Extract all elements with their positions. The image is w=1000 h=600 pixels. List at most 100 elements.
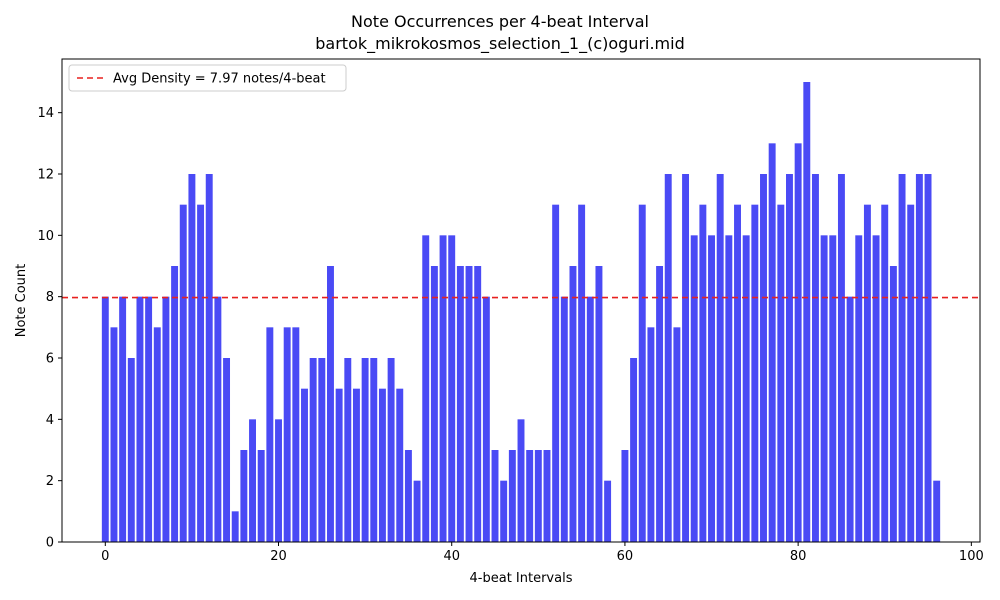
bar — [474, 266, 482, 542]
bar — [101, 296, 109, 542]
bar — [318, 358, 326, 542]
bar — [716, 174, 724, 542]
bar — [664, 174, 672, 542]
y-axis-ticks: 0 2 4 6 8 10 12 14 — [37, 106, 62, 551]
bar — [378, 388, 386, 542]
bar — [889, 266, 897, 542]
x-tick-label: 20 — [270, 549, 287, 564]
bar — [162, 296, 170, 542]
bar — [283, 327, 291, 542]
y-tick-label: 12 — [37, 168, 54, 183]
bar — [699, 204, 707, 543]
bar — [630, 358, 638, 542]
bar — [482, 296, 490, 542]
bar — [760, 174, 767, 542]
bar — [231, 511, 239, 542]
x-axis-ticks: 0 20 40 60 80 100 — [101, 542, 984, 564]
bar — [708, 235, 715, 542]
bar — [153, 327, 161, 542]
bar — [387, 358, 395, 542]
bar — [924, 174, 932, 542]
y-tick-label: 0 — [46, 536, 54, 551]
y-tick-label: 6 — [46, 352, 54, 367]
bar — [907, 204, 915, 543]
bar — [569, 266, 577, 542]
bar — [526, 450, 534, 542]
x-axis-label: 4-beat Intervals — [470, 571, 573, 586]
bar — [803, 82, 811, 542]
bar — [352, 388, 360, 542]
bar — [327, 266, 334, 542]
bar — [491, 450, 499, 542]
bar — [690, 235, 698, 542]
bar — [179, 204, 187, 543]
bar — [249, 419, 256, 542]
y-tick-label: 10 — [37, 229, 54, 244]
bar — [344, 358, 352, 542]
bar — [768, 143, 776, 542]
bar — [361, 358, 369, 542]
y-tick-label: 4 — [46, 413, 54, 428]
bar — [136, 296, 144, 542]
bar — [578, 204, 586, 543]
bar — [145, 296, 153, 542]
y-axis-label: Note Count — [14, 264, 29, 338]
legend: Avg Density = 7.97 notes/4-beat — [68, 64, 347, 92]
bar — [240, 450, 248, 542]
bar — [811, 174, 819, 542]
bar — [534, 450, 542, 542]
bar — [257, 450, 265, 542]
bar — [275, 419, 282, 542]
bar — [777, 204, 785, 543]
bar — [422, 235, 430, 542]
bar — [915, 174, 923, 542]
bar — [863, 204, 871, 543]
bar — [595, 266, 603, 542]
bar — [786, 174, 793, 542]
bar — [188, 174, 196, 542]
y-tick-label: 14 — [37, 106, 54, 121]
bar — [820, 235, 828, 542]
bar — [430, 266, 438, 542]
bar — [647, 327, 655, 542]
x-tick-label: 40 — [443, 549, 460, 564]
bar — [205, 174, 213, 542]
bar — [543, 450, 551, 542]
y-tick-label: 8 — [46, 290, 54, 305]
bar — [586, 296, 594, 542]
bar — [110, 327, 118, 542]
bar — [413, 480, 421, 542]
bar — [837, 174, 845, 542]
bar — [673, 327, 681, 542]
bar — [335, 388, 343, 542]
bar — [751, 204, 759, 543]
x-tick-label: 100 — [959, 549, 984, 564]
legend-box — [68, 64, 347, 92]
bar — [621, 450, 629, 542]
bar — [742, 235, 750, 542]
x-tick-label: 60 — [617, 549, 634, 564]
chart-title: Note Occurrences per 4-beat Interval — [351, 12, 649, 31]
bar — [127, 358, 135, 542]
x-tick-label: 80 — [790, 549, 807, 564]
bar — [794, 143, 802, 542]
bar — [508, 450, 516, 542]
bar — [872, 235, 880, 542]
bar — [292, 327, 300, 542]
bar — [604, 480, 612, 542]
bars-group — [101, 82, 941, 543]
bar — [197, 204, 205, 543]
axes-frame — [61, 58, 981, 543]
bar — [404, 450, 412, 542]
bar — [682, 174, 690, 542]
bar — [725, 235, 733, 542]
bar — [552, 204, 560, 543]
bar — [223, 358, 231, 542]
bar — [465, 266, 473, 542]
y-tick-label: 2 — [46, 474, 54, 489]
bar — [933, 480, 941, 542]
bar — [171, 266, 179, 542]
bar — [370, 358, 378, 542]
x-tick-label: 0 — [101, 549, 109, 564]
